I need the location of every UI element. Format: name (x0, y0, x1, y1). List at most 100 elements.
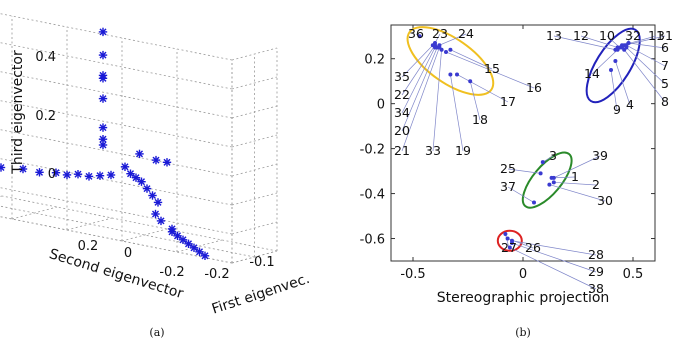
a-point (173, 231, 182, 241)
b-point (540, 160, 545, 165)
b-leader-line (450, 74, 464, 152)
b-point-label: 7 (661, 58, 669, 73)
a-z-axis-label: Third eigenvector (10, 50, 26, 175)
b-point (503, 232, 508, 237)
b-point-label: 30 (597, 193, 613, 208)
b-leader-line (401, 47, 438, 132)
b-point (439, 47, 444, 52)
b-ytick-label: 0 (377, 98, 385, 113)
a-gridline-side (231, 250, 278, 264)
a-gridline-floor (1, 195, 278, 252)
b-leader-line (401, 44, 434, 78)
b-leader-line (591, 49, 618, 75)
b-point (551, 180, 556, 185)
b-point (609, 67, 613, 72)
a-point (35, 168, 44, 177)
a-point (148, 191, 157, 200)
b-ytick-label: -0.4 (360, 188, 385, 203)
a-point (62, 170, 72, 180)
b-leader-line (610, 69, 618, 111)
a-point (178, 235, 188, 245)
a-ytick-0: 0 (124, 246, 132, 261)
a-gridline-wall (0, 187, 233, 235)
b-cluster-ellipses (406, 26, 641, 252)
b-leader-line (445, 51, 535, 89)
a-ztick-0.4: 0.4 (35, 50, 56, 65)
b-point-label: 2 (592, 177, 600, 192)
b-point-label: 11 (648, 28, 664, 43)
a-point (195, 247, 204, 257)
a-point (131, 173, 141, 182)
b-point-label: 8 (661, 94, 669, 109)
b-point-label: 10 (599, 28, 615, 43)
b-point (615, 47, 620, 52)
b-leader-line (401, 47, 440, 152)
a-gridline-wall (0, 42, 233, 90)
a-gridline-side (231, 105, 278, 119)
b-point-label: 6 (661, 40, 669, 55)
b-point (417, 34, 422, 39)
b-point-label: 3 (549, 148, 557, 163)
b-point (620, 45, 624, 50)
b-point-label: 35 (394, 69, 410, 84)
a-gridline-side (231, 163, 278, 177)
a-point (162, 158, 172, 167)
b-leader-line (439, 33, 467, 46)
b-point-label: 36 (408, 26, 424, 41)
b-point-label: 25 (500, 161, 516, 176)
b-leader-line (456, 74, 509, 103)
a-point (98, 123, 108, 132)
a-point (98, 140, 108, 150)
b-point (547, 182, 552, 187)
b-point (551, 175, 556, 180)
b-leader-line (511, 240, 597, 256)
b-point-label: 26 (525, 240, 541, 255)
a-ytick-0.2: 0.2 (78, 239, 99, 254)
b-point-label: 23 (432, 26, 448, 41)
b-cluster-ellipse (521, 151, 573, 209)
b-leader-line (553, 35, 616, 51)
a-point (126, 169, 135, 178)
b-ytick-label: 0.2 (364, 53, 385, 68)
b-leader-line (507, 168, 541, 174)
b-point-label: 28 (588, 247, 604, 262)
a-gridline-wall (0, 13, 233, 61)
b-cluster-ellipse (496, 229, 523, 252)
b-x-axis-label: Stereographic projection (437, 290, 610, 306)
b-point (538, 171, 543, 176)
a-point (98, 27, 108, 37)
b-point-label: 39 (592, 148, 608, 163)
b-leader-line (401, 47, 436, 114)
b-point-label: 19 (455, 143, 471, 158)
b-ticks: -0.5 0 0.5 0.2 0 -0.2 -0.4 -0.6 (360, 25, 655, 282)
a-gridline-floor (176, 239, 223, 253)
a-point (153, 198, 163, 207)
b-point-label: 24 (458, 26, 474, 41)
b-leader-line (615, 60, 631, 106)
a-point (200, 251, 210, 261)
b-point-label: 14 (584, 66, 600, 81)
b-leader-line (549, 184, 606, 202)
b-point-label: 9 (613, 102, 621, 117)
a-point (0, 163, 6, 172)
b-point-label: 20 (394, 123, 410, 138)
a-point (156, 216, 166, 226)
a-gridline-floor (0, 216, 233, 264)
b-point-label: 5 (661, 76, 669, 91)
b-leader-line (553, 181, 597, 186)
a-gridline-floor (66, 217, 113, 231)
a-point (142, 184, 152, 193)
b-point-label: 22 (394, 87, 410, 102)
b-point (468, 79, 473, 84)
a-point (98, 50, 108, 60)
b-leader-line (511, 242, 597, 273)
a-ztick-0: 0 (48, 167, 56, 182)
panel-a-points (0, 27, 210, 261)
b-point (505, 236, 510, 241)
b-leader-line (450, 49, 493, 70)
b-leader-line (624, 35, 666, 46)
a-ztick-0.2: 0.2 (35, 109, 56, 124)
a-gridline-side (231, 192, 278, 206)
a-ytick--0.2: -0.2 (159, 265, 184, 280)
